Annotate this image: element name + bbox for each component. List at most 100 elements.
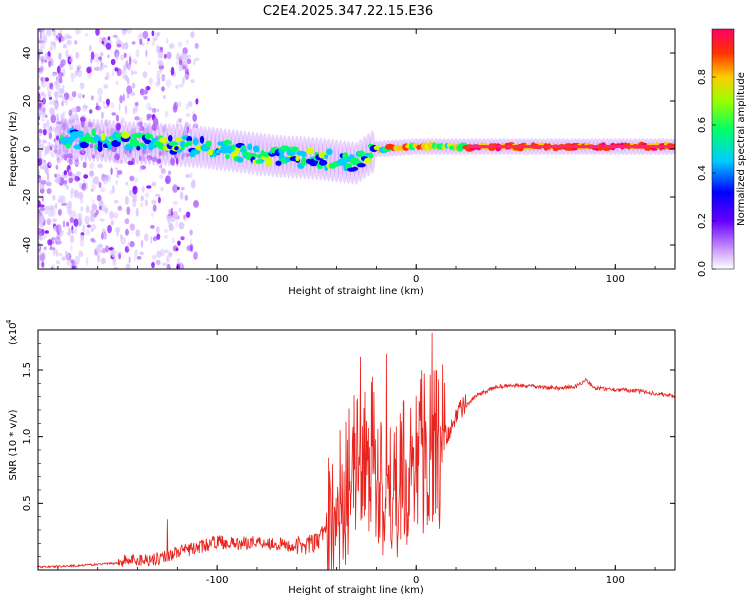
spectrogram-noise-cell [168, 224, 174, 228]
snr-scale-label: (x10 4 [5, 319, 19, 345]
spectrogram-noise-cell [159, 68, 162, 73]
spectrogram-noise-cell [128, 56, 132, 65]
spectrogram-noise-cell [82, 105, 88, 109]
spectrogram-noise-cell [120, 236, 126, 245]
spectrogram-noise-cell [169, 225, 175, 231]
spectrogram-noise-cell [86, 66, 92, 74]
spectrogram-band-cell [167, 135, 173, 142]
spectrogram-noise-cell [189, 243, 194, 253]
spectrogram-noise-cell [127, 241, 130, 250]
snr-ticks: -100 0 100 0.5 1.0 1.5 [22, 330, 675, 586]
spectrogram-noise-cell [155, 226, 160, 235]
spectrogram-noise-cell [103, 105, 109, 109]
spectrogram-noise-cell [42, 162, 48, 168]
spectrogram-ytick-label: 20 [22, 95, 33, 108]
spectrogram-noise-cell [101, 153, 105, 158]
spectrogram-noise-cell [193, 200, 199, 208]
spectrogram-band-cell [326, 148, 333, 156]
spectrogram-halo [74, 117, 81, 161]
spectrogram-noise-cell [42, 122, 48, 130]
spectrogram-noise-cell [125, 263, 131, 269]
spectrogram-noise-cell [146, 113, 153, 118]
spectrogram-noise-cell [161, 75, 166, 81]
spectrogram-noise-cell [130, 91, 136, 97]
spectrogram-band-cell [324, 154, 329, 159]
spectrogram-noise-cell [47, 239, 53, 246]
spectrogram-noise-cell [151, 254, 157, 260]
spectrogram-noise-cell [74, 114, 79, 121]
spectrogram-noise-cell [124, 105, 128, 115]
spectrogram-noise-cell [163, 228, 169, 233]
spectrogram-noise-cell [105, 98, 110, 106]
spectrogram-noise-cell [46, 172, 50, 182]
spectrogram-noise-cell [90, 184, 97, 191]
spectrogram-noise-cell [139, 38, 143, 46]
spectrogram-noise-cell [116, 229, 119, 237]
spectrogram-noise-cell [70, 259, 75, 264]
spectrogram-noise-cell [168, 251, 173, 258]
spectrogram-noise-cell [176, 258, 181, 263]
spectrogram-noise-cell [82, 182, 86, 189]
spectrogram-noise-cell [69, 229, 76, 234]
spectrogram-noise-cell [118, 251, 123, 255]
spectrogram-noise-cell [95, 29, 100, 36]
spectrogram-band-cell [319, 159, 328, 166]
spectrogram-noise-cell [180, 236, 185, 241]
spectrogram-noise-cell [166, 255, 170, 264]
spectrogram-band-cell [248, 152, 258, 159]
spectrogram-noise-cell [38, 94, 41, 101]
spectrogram-noise-cell [66, 221, 70, 227]
spectrogram-noise-cell [85, 228, 91, 236]
spectrogram-noise-cell [156, 158, 162, 164]
spectrogram-noise-cell [141, 42, 145, 47]
spectrogram-noise-cell [140, 239, 144, 248]
spectrogram-band-cell [256, 154, 262, 159]
spectrogram-noise-cell [42, 233, 47, 240]
snr-xlabel: Height of straight line (km) [288, 585, 424, 596]
spectrogram-noise-cell [172, 104, 178, 113]
spectrogram-noise-cell [44, 59, 48, 63]
spectrogram-noise-cell [90, 228, 94, 233]
spectrogram-noise-cell [89, 170, 94, 177]
spectrogram-noise-cell [38, 128, 43, 134]
spectrogram-noise-cell [70, 234, 75, 244]
spectrogram-noise-cell [128, 189, 133, 197]
spectrogram-noise-cell [85, 33, 89, 37]
spectrogram-noise-cell [50, 208, 56, 217]
spectrogram-noise-cell [131, 69, 133, 76]
spectrogram-noise-cell [114, 67, 119, 72]
spectrogram-noise-cell [150, 212, 154, 218]
spectrogram-noise-cell [193, 251, 198, 260]
spectrogram-band-cell [337, 158, 347, 166]
spectrogram-noise-cell [43, 246, 47, 251]
spectrogram-noise-cell [144, 192, 150, 198]
spectrogram-noise-cell [119, 54, 125, 61]
spectrogram-noise-cell [194, 57, 200, 61]
spectrogram-noise-cell [39, 68, 43, 75]
spectrogram-noise-cell [79, 234, 84, 239]
spectrogram-noise-cell [184, 68, 189, 74]
spectrogram-band-cell [240, 148, 247, 153]
spectrogram-noise-cell [73, 189, 79, 199]
spectrogram-noise-cell [77, 69, 83, 78]
spectrogram-noise-cell [165, 175, 171, 185]
spectrogram-halo [357, 138, 364, 183]
spectrogram-noise-cell [99, 218, 105, 222]
spectrogram-noise-cell [69, 154, 74, 161]
spectrogram-noise-cell [38, 209, 41, 214]
spectrogram-noise-cell [69, 57, 74, 63]
spectrogram-noise-cell [58, 199, 64, 203]
spectrogram-noise-cell [48, 100, 52, 105]
spectrogram-band-cell [234, 146, 240, 154]
spectrogram-noise-cell [51, 264, 56, 269]
spectrogram-noise-cell [61, 118, 67, 123]
spectrogram-noise-cell [182, 60, 188, 67]
spectrogram-noise-cell [44, 205, 51, 211]
spectrogram-noise-cell [56, 135, 59, 141]
spectrogram-noise-cell [61, 143, 67, 153]
spectrogram-noise-cell [96, 194, 102, 202]
spectrogram-noise-cell [44, 148, 48, 155]
spectrogram-noise-cell [129, 175, 135, 182]
spectrogram-noise-cell [110, 102, 115, 110]
spectrogram-noise-cell [127, 29, 132, 34]
